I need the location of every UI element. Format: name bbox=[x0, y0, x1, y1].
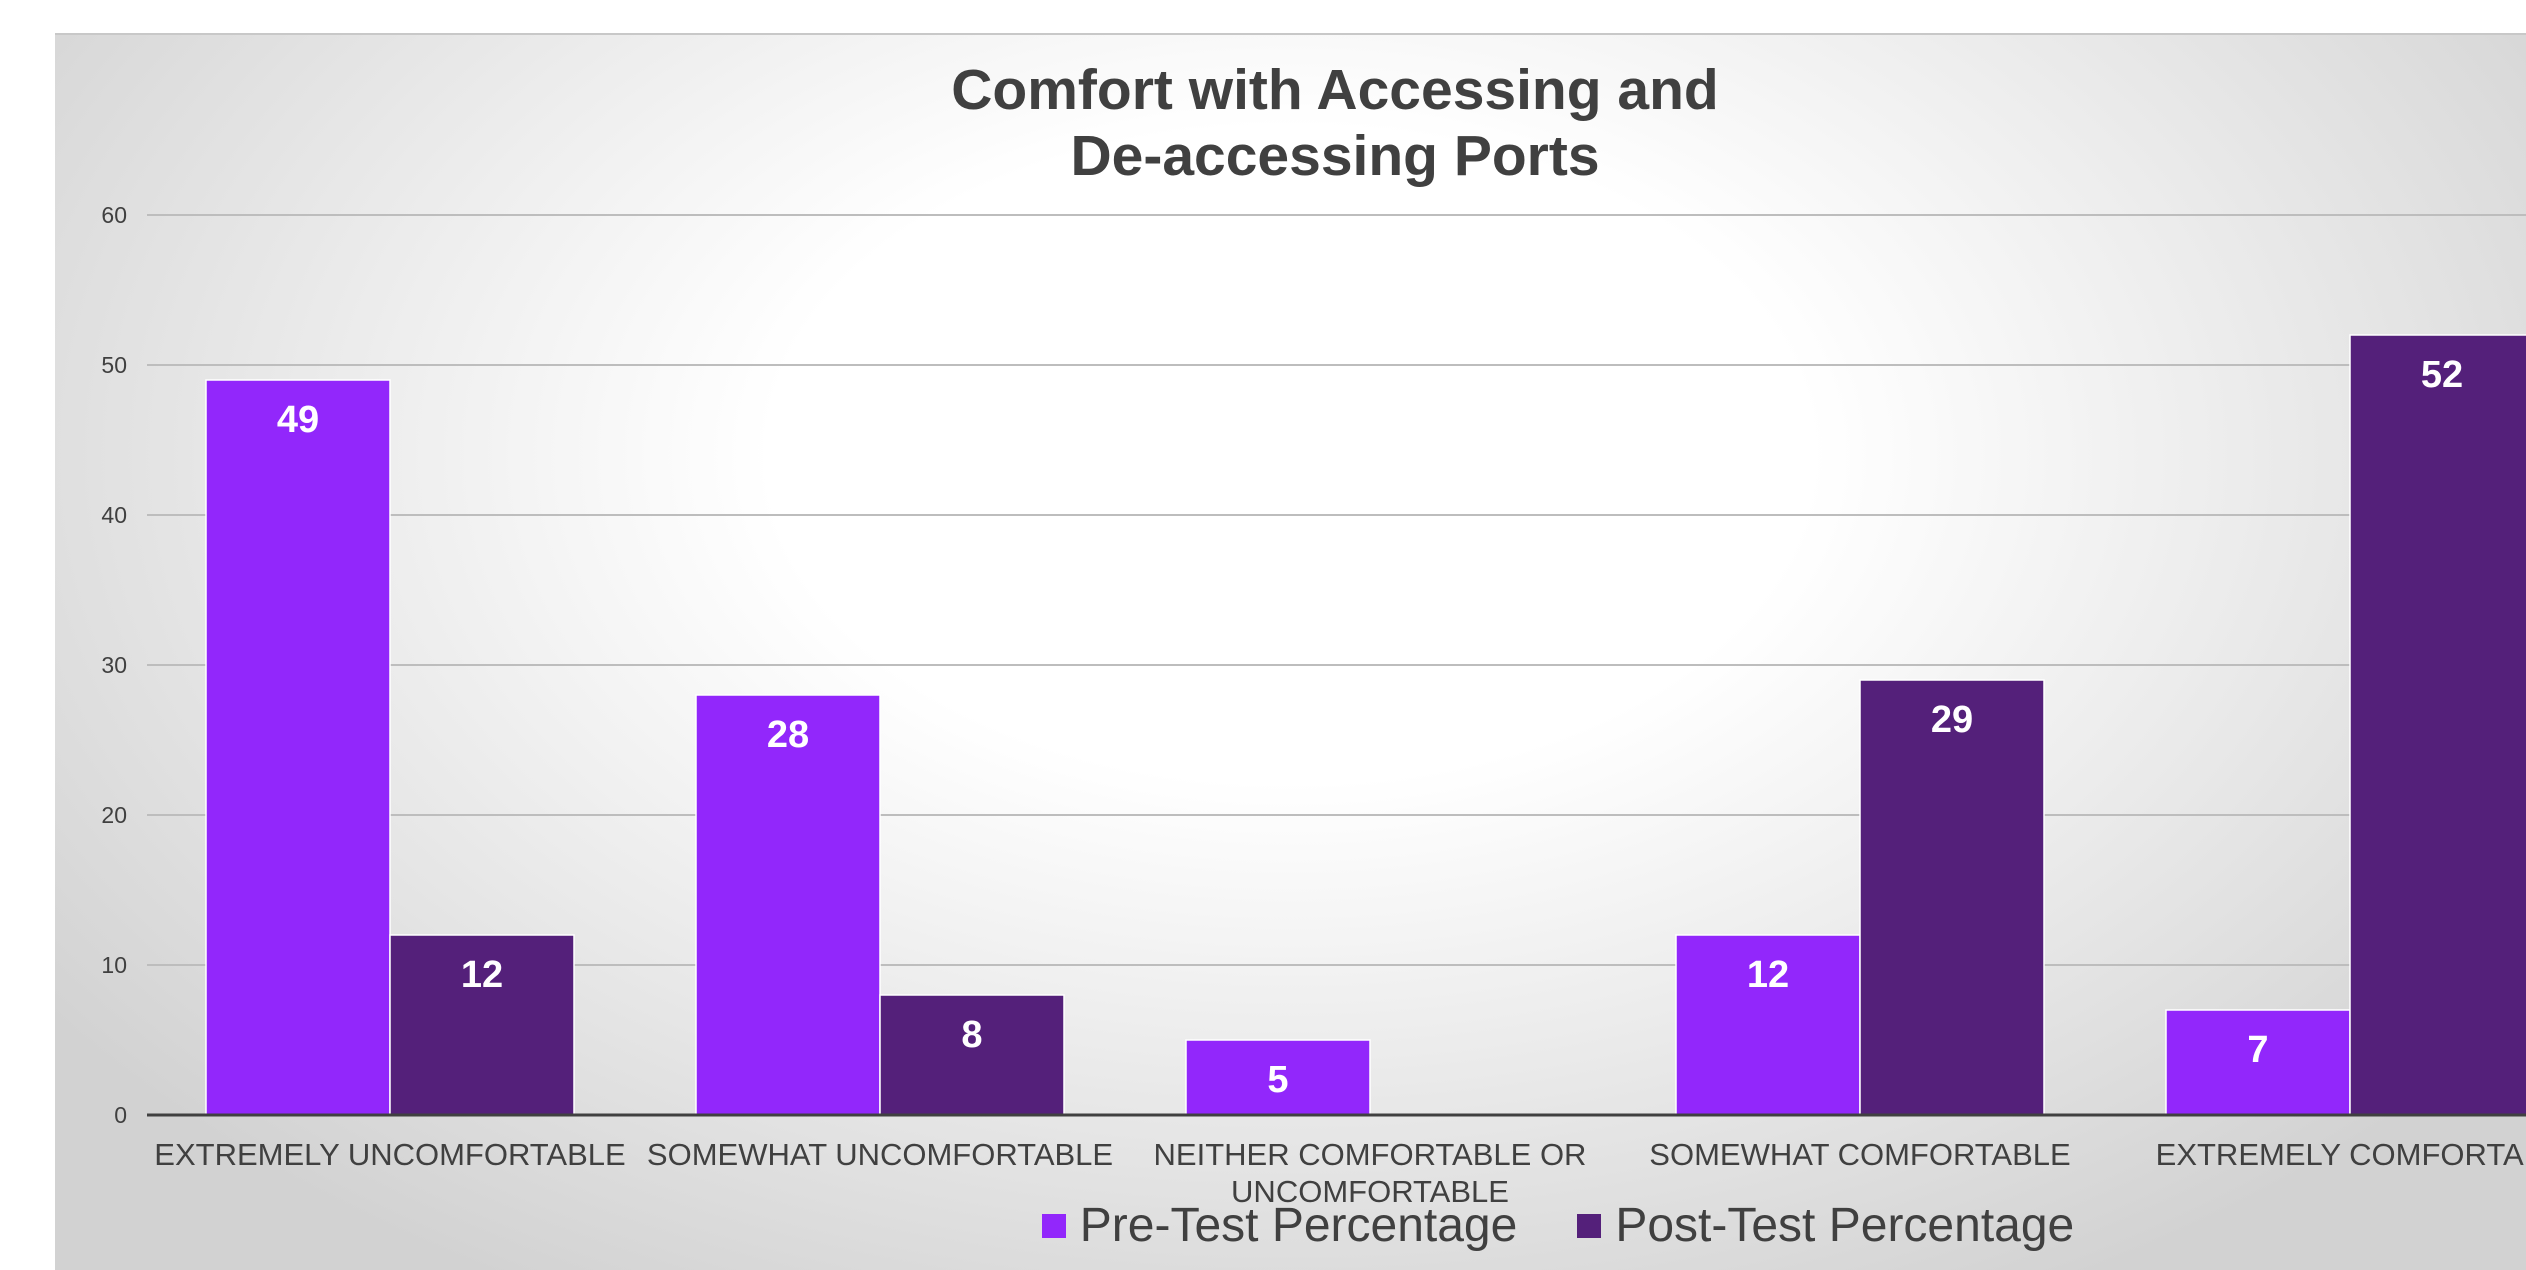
legend-swatch-pre-test bbox=[1041, 1213, 1066, 1238]
bar-s0-c3 bbox=[1675, 934, 1861, 1116]
y-tick-label-10: 10 bbox=[101, 952, 127, 978]
chart-panel: Comfort with Accessing and De-accessing … bbox=[55, 33, 2526, 1270]
bar-s0-c0 bbox=[205, 379, 391, 1116]
data-label-s0-c4: 7 bbox=[2247, 1029, 2268, 1071]
x-tick-label-1-0: SOMEWHAT UNCOMFORTABLE bbox=[647, 1137, 1113, 1172]
data-label-s1-c1: 8 bbox=[961, 1014, 982, 1056]
bar-s1-c3 bbox=[1859, 679, 2045, 1116]
legend-swatch-post-test bbox=[1577, 1213, 1602, 1238]
y-tick-label-0: 0 bbox=[114, 1102, 127, 1128]
legend-label-pre-test: Pre-Test Percentage bbox=[1079, 1199, 1518, 1252]
y-tick-label-60: 60 bbox=[101, 202, 127, 228]
bar-s1-c4 bbox=[2349, 334, 2526, 1116]
legend-item-pre-test: Pre-Test Percentage bbox=[1041, 1198, 1518, 1253]
data-label-s0-c1: 28 bbox=[767, 714, 809, 756]
data-label-s0-c3: 12 bbox=[1747, 954, 1789, 996]
data-label-s0-c2: 5 bbox=[1267, 1059, 1288, 1101]
bar-s1-c0 bbox=[389, 934, 575, 1116]
data-label-s0-c0: 49 bbox=[277, 399, 319, 441]
data-label-s1-c3: 29 bbox=[1931, 699, 1973, 741]
y-tick-label-40: 40 bbox=[101, 502, 127, 528]
legend-label-post-test: Post-Test Percentage bbox=[1615, 1199, 2075, 1252]
x-tick-label-4-0: EXTREMELY COMFORTAB bbox=[2156, 1137, 2526, 1172]
bar-s0-c4 bbox=[2165, 1009, 2351, 1116]
y-tick-label-50: 50 bbox=[101, 352, 127, 378]
legend-item-post-test: Post-Test Percentage bbox=[1577, 1198, 2074, 1253]
data-label-s1-c4: 52 bbox=[2421, 354, 2463, 396]
bar-s0-c2 bbox=[1185, 1039, 1371, 1116]
bar-chart: 0 10 20 30 40 50 60 49 28 5 12 7 12 8 29 52 EXTREMELY UN… bbox=[101, 202, 2526, 1209]
chart-title-line-1: Comfort with Accessing and bbox=[951, 58, 1719, 122]
x-tick-label-2-1: UNCOMFORTABLE bbox=[1231, 1174, 1509, 1209]
y-tick-label-20: 20 bbox=[101, 802, 127, 828]
data-label-s1-c0: 12 bbox=[461, 954, 503, 996]
chart-title: Comfort with Accessing and De-accessing … bbox=[55, 57, 2526, 189]
bar-s0-c1 bbox=[695, 694, 881, 1116]
x-tick-label-0-0: EXTREMELY UNCOMFORTABLE bbox=[154, 1137, 625, 1172]
x-tick-label-3-0: SOMEWHAT COMFORTABLE bbox=[1649, 1137, 2070, 1172]
y-tick-label-30: 30 bbox=[101, 652, 127, 678]
chart-legend: Pre-Test Percentage Post-Test Percentage bbox=[0, 1198, 2526, 1253]
x-tick-label-2-0: NEITHER COMFORTABLE OR bbox=[1154, 1137, 1587, 1172]
chart-title-line-2: De-accessing Ports bbox=[1070, 124, 1600, 188]
